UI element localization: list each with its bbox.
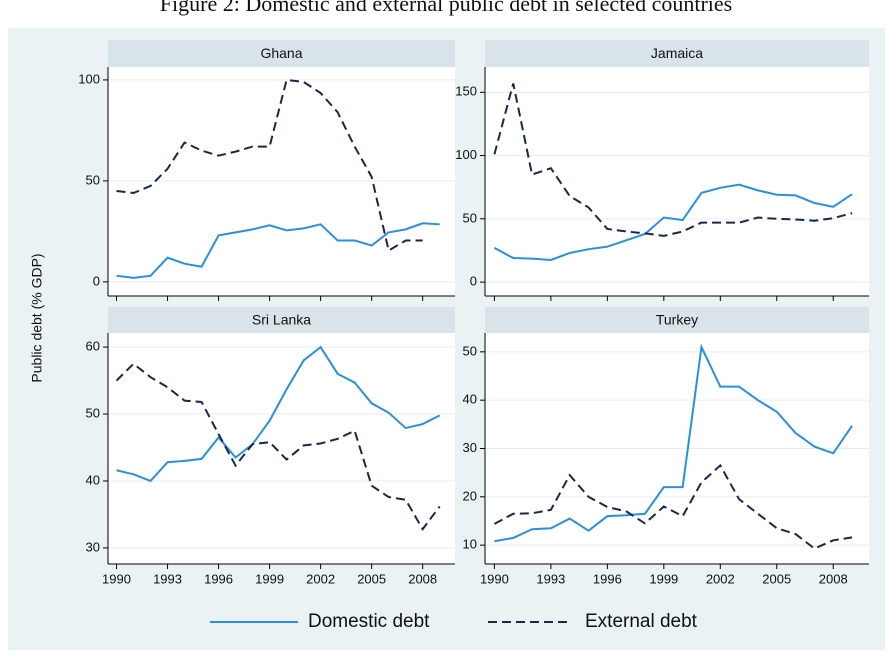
x-tick-label: 1996 <box>593 571 622 586</box>
y-tick-label: 30 <box>463 440 477 455</box>
y-tick-label: 60 <box>86 338 100 353</box>
series-line <box>116 222 440 279</box>
x-tick-label: 1990 <box>102 571 131 586</box>
x-tick-label: 2002 <box>706 571 735 586</box>
x-tick-label: 1999 <box>649 571 678 586</box>
panel-header <box>108 307 455 333</box>
series-line <box>494 343 853 543</box>
y-tick-label: 50 <box>463 343 477 358</box>
y-tick-label: 100 <box>78 71 100 86</box>
y-axis-label: Public debt (% GDP) <box>29 253 45 382</box>
y-tick-label: 40 <box>463 392 477 407</box>
y-tick-label: 30 <box>86 539 100 554</box>
y-tick-label: 0 <box>93 273 100 288</box>
legend-label: External debt <box>585 611 698 632</box>
x-tick-label: 2008 <box>819 571 848 586</box>
x-tick-label: 2002 <box>306 571 335 586</box>
x-tick-label: 1993 <box>153 571 182 586</box>
legend-label: Domestic debt <box>308 611 430 632</box>
series-line <box>116 345 441 483</box>
y-tick-label: 10 <box>463 537 477 552</box>
panel-header <box>485 40 869 67</box>
panel-title: Ghana <box>260 45 302 61</box>
series-line <box>493 183 853 261</box>
y-tick-label: 100 <box>455 147 477 162</box>
x-tick-label: 1993 <box>536 571 565 586</box>
x-tick-label: 2005 <box>357 571 386 586</box>
panel-title: Jamaica <box>651 45 703 61</box>
x-tick-label: 1996 <box>204 571 233 586</box>
panel-title: Sri Lanka <box>252 312 311 328</box>
x-tick-label: 1999 <box>255 571 284 586</box>
series-line <box>116 78 423 253</box>
plot-area <box>108 333 455 564</box>
y-tick-label: 50 <box>86 405 100 420</box>
panel-title: Turkey <box>656 312 698 328</box>
y-tick-label: 50 <box>86 172 100 187</box>
plot-area <box>485 67 869 296</box>
figure-title: Figure 2: Domestic and external public d… <box>160 0 732 16</box>
x-tick-label: 2008 <box>408 571 437 586</box>
x-tick-label: 2005 <box>762 571 791 586</box>
panel-header <box>108 40 455 67</box>
plot-area <box>108 67 455 296</box>
y-tick-label: 50 <box>463 210 477 225</box>
y-tick-label: 150 <box>455 84 477 99</box>
series-line <box>493 463 853 550</box>
panel-header <box>485 307 869 333</box>
series-line <box>115 362 441 531</box>
y-tick-label: 0 <box>470 274 477 289</box>
y-tick-label: 20 <box>463 488 477 503</box>
y-tick-label: 40 <box>86 472 100 487</box>
x-tick-label: 1990 <box>480 571 509 586</box>
series-line <box>493 83 853 237</box>
